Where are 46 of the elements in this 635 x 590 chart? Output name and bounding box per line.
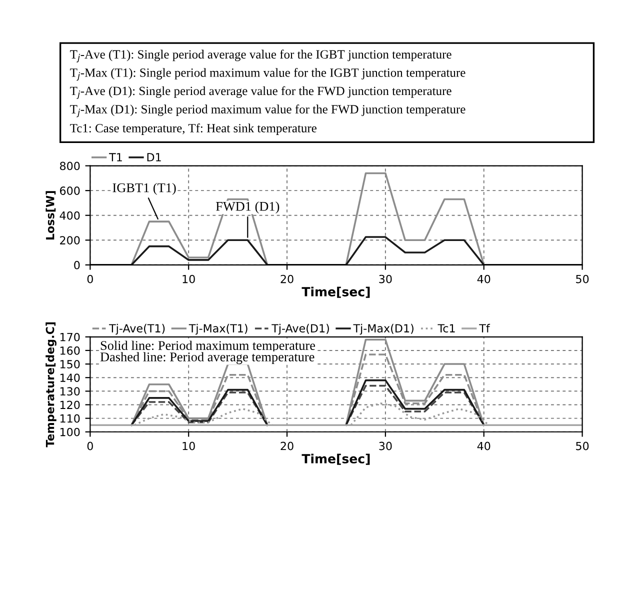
y-tick-label: 120 bbox=[60, 400, 80, 410]
x-tick-label: 20 bbox=[280, 442, 294, 450]
legend-label: Tj-Ave(T1) bbox=[109, 324, 165, 335]
x-tick-label: 50 bbox=[576, 442, 589, 450]
x-tick-label: 10 bbox=[182, 442, 195, 450]
legend-label: Tj-Ave(D1) bbox=[272, 324, 329, 335]
y-axis-title: Loss[W] bbox=[46, 191, 56, 240]
legend-label: Tf bbox=[479, 324, 490, 332]
legend-label: T1 bbox=[109, 153, 122, 162]
y-tick-label: 130 bbox=[60, 387, 80, 396]
x-tick-label: 20 bbox=[280, 274, 294, 284]
legend-label: Tj-Max(D1) bbox=[353, 324, 414, 335]
x-tick-label: 0 bbox=[87, 442, 93, 450]
y-axis-title: Temperature[deg.C] bbox=[46, 322, 56, 448]
x-tick-label: 40 bbox=[477, 442, 490, 450]
x-tick-label: 40 bbox=[477, 274, 490, 284]
y-tick-label: 100 bbox=[60, 428, 80, 436]
legend-label: Tj-Max(T1) bbox=[188, 324, 248, 335]
legend-label: D1 bbox=[147, 153, 161, 162]
x-tick-label: 0 bbox=[87, 274, 93, 284]
y-tick-label: 0 bbox=[74, 260, 80, 270]
y-tick-label: 150 bbox=[60, 360, 80, 368]
y-tick-label: 110 bbox=[60, 414, 80, 423]
x-tick-label: 30 bbox=[379, 442, 392, 450]
annotation: Solid line: Period maximum temperature bbox=[100, 340, 316, 353]
y-tick-label: 800 bbox=[60, 162, 80, 170]
y-tick-label: 600 bbox=[60, 186, 80, 195]
x-axis-title: Time[sec] bbox=[302, 454, 370, 465]
text: T$_{j}$-Ave (D1): Single period average value for the FWD junction temperature bbox=[70, 86, 452, 99]
text: Tc1: Case temperature, Tf: Heat sink temperature bbox=[70, 123, 316, 135]
legend-label: Tc1 bbox=[438, 324, 455, 333]
text: T$_{j}$-Max (D1): Single period maximum value for the FWD junction temperature bbox=[70, 104, 466, 118]
text: T$_{j}$-Ave (T1): Single period average value for the IGBT junction temperature bbox=[70, 50, 452, 62]
y-tick-label: 200 bbox=[60, 236, 80, 245]
x-tick-label: 50 bbox=[576, 274, 589, 284]
y-tick-label: 170 bbox=[60, 332, 80, 342]
y-tick-label: 140 bbox=[60, 374, 80, 382]
annotation: FWD1 (D1) bbox=[216, 202, 280, 214]
x-tick-label: 10 bbox=[182, 274, 195, 284]
annotation: Dashed line: Period average temperature bbox=[100, 352, 314, 364]
y-tick-label: 160 bbox=[60, 346, 80, 355]
x-axis-title: Time[sec] bbox=[302, 286, 370, 298]
y-tick-label: 400 bbox=[60, 211, 80, 220]
annotation: IGBT1 (T1) bbox=[112, 182, 176, 195]
x-tick-label: 30 bbox=[379, 274, 392, 284]
text: T$_{j}$-Max (T1): Single period maximum value for the IGBT junction temperature bbox=[70, 68, 466, 81]
